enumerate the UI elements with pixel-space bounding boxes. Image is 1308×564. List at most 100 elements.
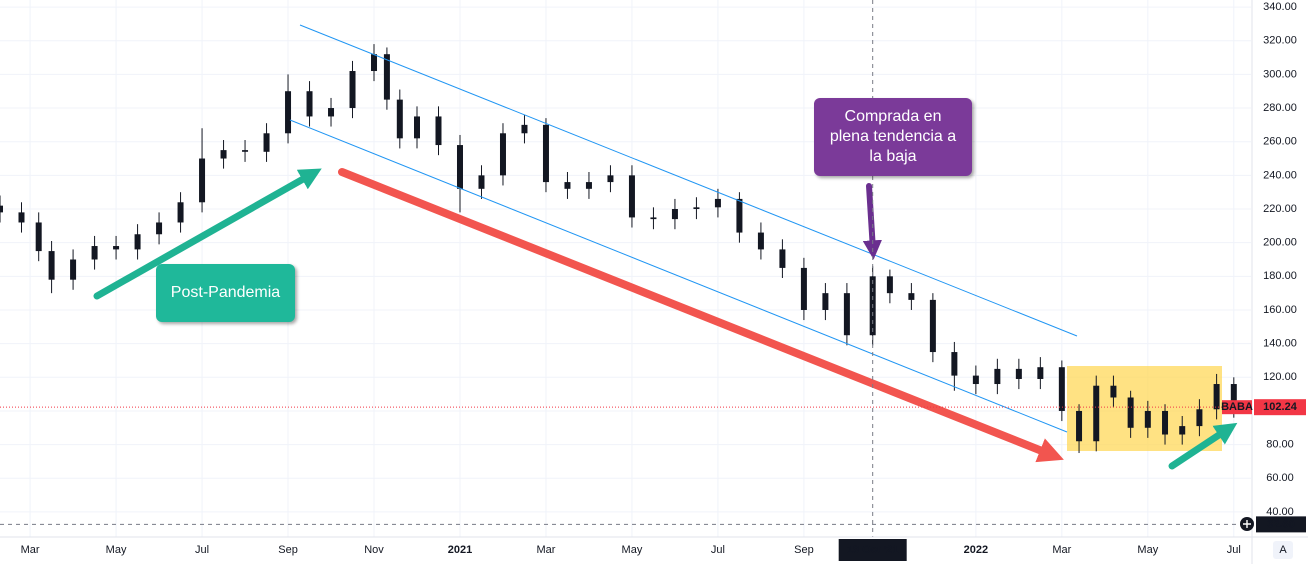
y-tick-label: 40.00: [1266, 506, 1294, 518]
candle-body: [306, 91, 313, 117]
crosshair-x-tag: [838, 539, 907, 561]
candle-body: [199, 158, 206, 203]
candle-body: [18, 212, 25, 223]
candle-body: [1162, 410, 1169, 435]
candle-body: [650, 217, 657, 220]
candle-body: [383, 54, 390, 100]
candle-body: [113, 246, 120, 250]
candle-body: [499, 133, 506, 176]
x-tick-label: Mar: [1052, 544, 1071, 556]
crosshair-y-label: 32.60: [1267, 518, 1295, 530]
candle-body: [242, 150, 249, 152]
symbol-tag: [1222, 400, 1252, 415]
scale-mode-button[interactable]: [1273, 541, 1293, 559]
last-price-label: 102.24: [1263, 401, 1298, 413]
x-tick-label: Jul: [195, 544, 209, 556]
candle-body: [478, 175, 485, 189]
y-tick-label: 280.00: [1263, 102, 1297, 114]
candle-body: [134, 234, 141, 250]
x-tick-label: Mar: [536, 544, 555, 556]
x-tick-label: Nov: [364, 544, 384, 556]
x-tick-label: Jul: [1227, 544, 1241, 556]
x-tick-label: Jul: [711, 544, 725, 556]
grid: [0, 0, 1251, 537]
y-tick-label: 220.00: [1263, 203, 1297, 215]
candle-body: [843, 293, 850, 336]
x-tick-label: Mar: [21, 544, 40, 556]
candle-body: [822, 293, 829, 310]
candles: [0, 44, 1237, 454]
candle-body: [328, 108, 335, 117]
candle-body: [220, 150, 227, 159]
candle-body: [628, 175, 635, 218]
candle-body: [671, 209, 678, 220]
y-tick-label: 80.00: [1266, 439, 1294, 451]
y-tick-label: 340.00: [1263, 1, 1297, 13]
arrow-entry: [862, 183, 882, 260]
x-tick-label: 2022: [964, 544, 988, 556]
y-tick-label: 60.00: [1266, 472, 1294, 484]
candle-body: [521, 124, 528, 134]
candle-body: [908, 293, 915, 300]
annotation-post-pandemia: Post-Pandemia: [156, 264, 295, 322]
x-tick-label: May: [622, 544, 643, 556]
candle-body: [564, 182, 571, 189]
overlay: [0, 0, 1251, 537]
candle-body: [1037, 367, 1044, 379]
candle-body: [1093, 385, 1100, 442]
candle-body: [35, 222, 42, 252]
symbol-label: BABA: [1221, 401, 1253, 413]
candle-body: [349, 71, 356, 109]
x-tick-label: Sep: [278, 544, 298, 556]
annotation-entry: Comprada en plena tendencia a la baja: [814, 98, 972, 176]
scale-mode-label: A: [1279, 544, 1287, 556]
candle-body: [1230, 384, 1237, 408]
candle-body: [951, 352, 958, 376]
candle-body: [1015, 368, 1022, 379]
candle-body: [285, 91, 292, 134]
candle-body: [607, 175, 614, 183]
candle-body: [396, 99, 403, 139]
candle-body: [585, 182, 592, 189]
candle-body: [91, 246, 98, 260]
candle-body: [736, 198, 743, 233]
y-tick-label: 200.00: [1263, 237, 1297, 249]
channel-upper: [299, 24, 1078, 337]
candle-body: [1179, 426, 1186, 435]
candle-body: [693, 207, 700, 210]
candle-body: [177, 202, 184, 223]
crosshair-x-label: 19 Oct '21: [847, 544, 899, 556]
candle-body: [263, 133, 270, 152]
x-tick-label: 2021: [448, 544, 472, 556]
y-tick-label: 240.00: [1263, 169, 1297, 181]
candle-body: [48, 251, 55, 280]
add-icon: [1243, 520, 1251, 528]
x-tick-label: Sep: [794, 544, 814, 556]
candle-body: [972, 375, 979, 385]
candle-body: [1144, 410, 1151, 428]
candle-body: [714, 198, 721, 208]
candle-body: [800, 267, 807, 310]
candle-body: [1127, 397, 1134, 428]
candle-body: [542, 124, 549, 183]
candle-body: [435, 116, 442, 146]
candle-body: [757, 232, 764, 250]
y-tick-label: 300.00: [1263, 68, 1297, 80]
candle-body: [1076, 410, 1083, 442]
candle-body: [414, 116, 420, 139]
arrow-down: [338, 168, 1064, 463]
candle-body: [0, 205, 3, 213]
y-tick-label: 320.00: [1263, 35, 1297, 47]
axes: 40.0060.0080.00100.00120.00140.00160.001…: [21, 1, 1306, 561]
channel-lower: [289, 119, 1068, 433]
y-tick-label: 260.00: [1263, 136, 1297, 148]
highlight-box: [1067, 366, 1222, 451]
candle-body: [994, 368, 1001, 385]
candle-body: [779, 249, 786, 268]
candle-body: [456, 145, 463, 189]
x-tick-label: May: [106, 544, 127, 556]
y-tick-label: 120.00: [1263, 371, 1297, 383]
candle-body: [1110, 385, 1117, 398]
y-tick-label: 140.00: [1263, 338, 1297, 350]
